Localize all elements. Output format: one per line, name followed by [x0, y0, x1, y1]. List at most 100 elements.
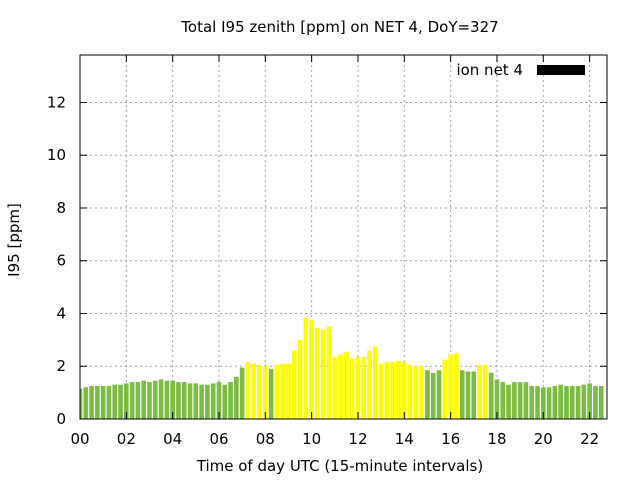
y-tick-label: 8 — [56, 199, 66, 217]
bar — [425, 370, 430, 419]
bar — [512, 382, 517, 419]
bar — [297, 339, 303, 419]
bar — [309, 320, 314, 419]
bar — [291, 350, 297, 419]
bar — [251, 363, 257, 419]
bar — [436, 370, 442, 419]
bar — [83, 387, 89, 419]
bar — [459, 370, 465, 419]
bar — [413, 366, 419, 419]
bar — [263, 366, 268, 419]
x-tick-label: 06 — [209, 430, 228, 448]
bar — [181, 382, 187, 419]
bar — [344, 351, 349, 419]
chart-title: Total I95 zenith [ppm] on NET 4, DoY=327 — [180, 18, 498, 36]
bar — [569, 386, 575, 419]
bar — [268, 368, 274, 419]
bar — [575, 386, 581, 419]
y-axis-label: I95 [ppm] — [5, 203, 23, 277]
bar — [593, 386, 598, 419]
bar — [488, 372, 494, 419]
bar — [483, 364, 488, 419]
bar — [205, 384, 210, 419]
bar — [546, 387, 552, 419]
bar — [303, 317, 309, 419]
bar — [257, 364, 262, 419]
bar — [95, 386, 100, 419]
bar — [193, 383, 199, 419]
bar — [129, 382, 135, 419]
bar — [471, 371, 477, 419]
bar — [245, 362, 251, 419]
bar — [199, 384, 204, 419]
bar — [384, 362, 390, 419]
bars — [80, 317, 604, 419]
bar — [517, 382, 523, 419]
x-axis-label: Time of day UTC (15-minute intervals) — [196, 457, 483, 475]
bar — [598, 386, 604, 419]
bar — [332, 357, 338, 419]
bar — [419, 366, 424, 419]
bar — [158, 379, 164, 419]
x-tick-label: 04 — [163, 430, 182, 448]
bar — [355, 357, 361, 419]
bar — [407, 364, 413, 419]
bar — [239, 367, 245, 419]
y-tick-label: 2 — [56, 357, 66, 375]
bar — [80, 388, 83, 419]
x-tick-label: 16 — [441, 430, 460, 448]
bar — [506, 384, 511, 419]
y-tick-label: 10 — [47, 146, 66, 164]
bar — [523, 382, 529, 419]
bar — [222, 384, 228, 419]
bar — [326, 326, 332, 419]
bar — [396, 360, 401, 419]
bar — [552, 386, 558, 419]
bar — [477, 364, 482, 419]
bar — [320, 329, 326, 419]
bar — [147, 382, 152, 419]
bar — [494, 379, 500, 419]
bar — [529, 386, 535, 419]
bar — [373, 346, 378, 419]
bar — [164, 380, 170, 419]
bar — [338, 354, 343, 419]
bar — [100, 386, 106, 419]
legend-swatch — [537, 65, 585, 75]
bar — [234, 376, 239, 419]
x-tick-label: 20 — [534, 430, 553, 448]
grid — [80, 55, 607, 419]
x-tick-label: 10 — [302, 430, 321, 448]
y-tick-label: 0 — [56, 410, 66, 428]
x-tick-label: 22 — [580, 430, 599, 448]
bar — [587, 383, 592, 419]
bar — [112, 384, 118, 419]
bar — [540, 387, 546, 419]
bar — [135, 382, 141, 419]
bar — [170, 380, 175, 419]
bar — [401, 362, 407, 419]
bar — [430, 372, 436, 419]
bar — [124, 383, 129, 419]
bar — [286, 363, 291, 419]
bar — [176, 382, 181, 419]
bar — [390, 362, 396, 419]
bar — [152, 380, 158, 419]
y-tick-label: 4 — [56, 304, 66, 322]
bar — [210, 383, 216, 419]
bar — [187, 383, 193, 419]
bar — [315, 328, 320, 419]
bar — [118, 384, 123, 419]
x-tick-label: 12 — [348, 430, 367, 448]
bar — [535, 386, 540, 419]
bar — [558, 384, 563, 419]
bar — [581, 384, 587, 419]
y-tick-label: 6 — [56, 252, 66, 270]
bar — [89, 386, 94, 419]
bar — [442, 359, 448, 419]
bar — [367, 350, 372, 419]
bar — [378, 363, 384, 419]
bar — [465, 371, 471, 419]
